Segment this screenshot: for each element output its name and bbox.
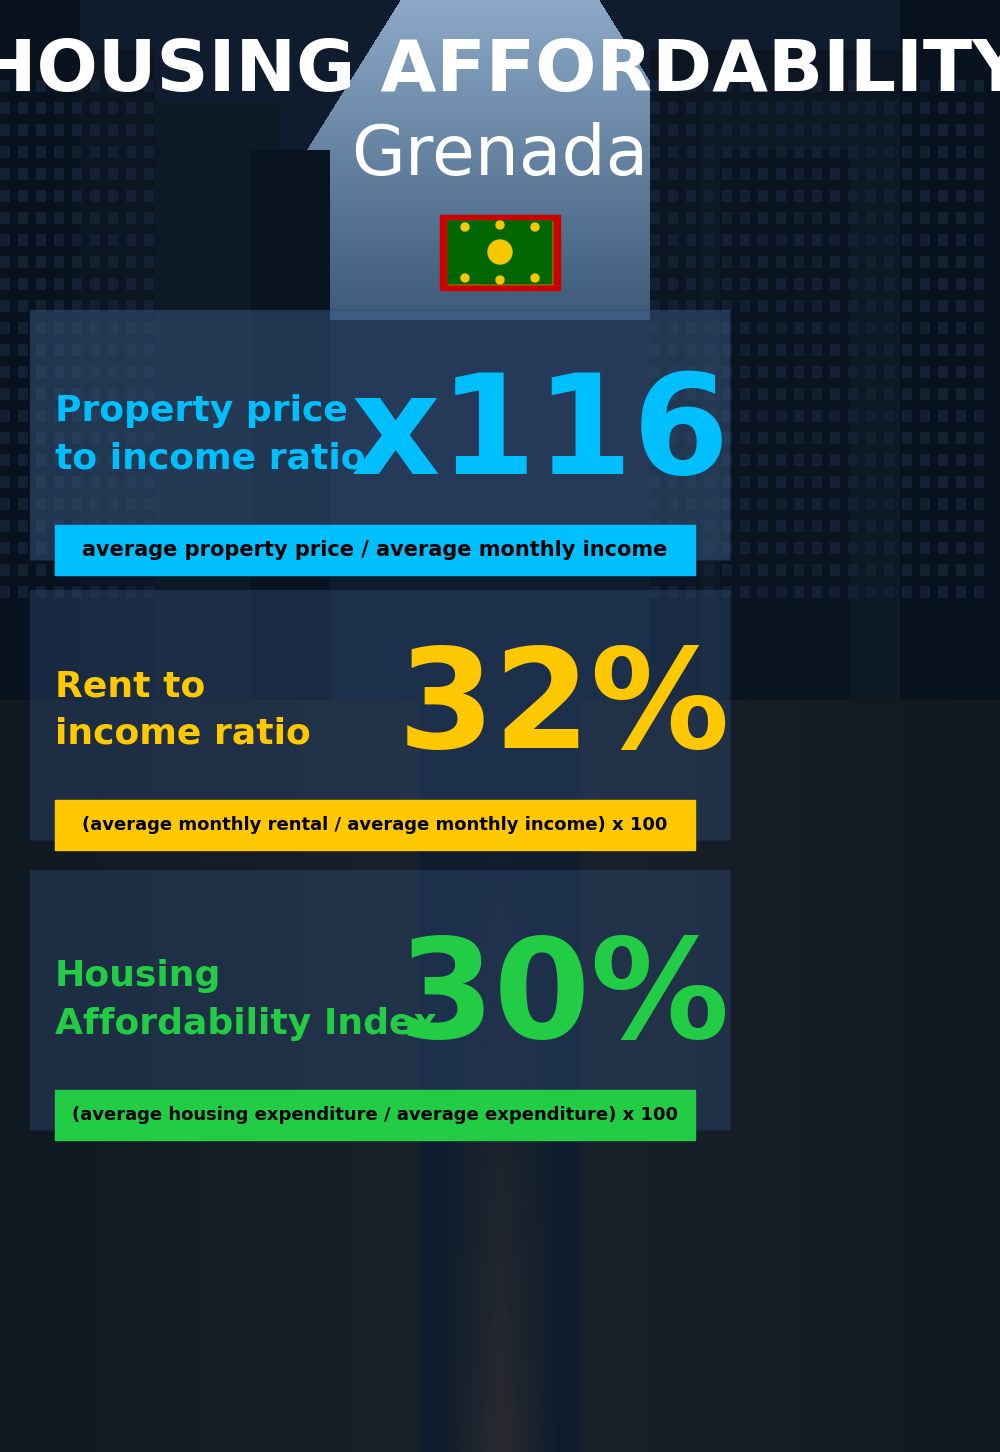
- Circle shape: [496, 221, 504, 229]
- Polygon shape: [448, 221, 552, 253]
- Bar: [30, 309, 730, 560]
- Circle shape: [461, 224, 469, 231]
- Polygon shape: [448, 221, 500, 285]
- Bar: [30, 870, 730, 1130]
- Bar: [30, 590, 730, 841]
- Text: HOUSING AFFORDABILITY: HOUSING AFFORDABILITY: [0, 38, 1000, 106]
- Text: x116: x116: [351, 367, 730, 502]
- Bar: [55, 526, 695, 575]
- Text: Rent to
income ratio: Rent to income ratio: [55, 669, 311, 751]
- Text: (average monthly rental / average monthly income) x 100: (average monthly rental / average monthl…: [82, 816, 668, 833]
- Circle shape: [531, 274, 539, 282]
- Text: 30%: 30%: [398, 932, 730, 1067]
- Bar: [55, 800, 695, 849]
- Polygon shape: [500, 221, 552, 285]
- Text: average property price / average monthly income: average property price / average monthly…: [82, 540, 668, 560]
- Text: Housing
Affordability Index: Housing Affordability Index: [55, 960, 437, 1041]
- Bar: [440, 215, 560, 290]
- Circle shape: [488, 240, 512, 264]
- Circle shape: [531, 224, 539, 231]
- Circle shape: [461, 274, 469, 282]
- Circle shape: [496, 276, 504, 285]
- Text: 32%: 32%: [398, 642, 730, 777]
- Polygon shape: [448, 253, 552, 285]
- Bar: [55, 1090, 695, 1140]
- Bar: [448, 221, 552, 285]
- Text: Grenada: Grenada: [351, 122, 649, 189]
- Text: Property price
to income ratio: Property price to income ratio: [55, 395, 366, 476]
- Text: (average housing expenditure / average expenditure) x 100: (average housing expenditure / average e…: [72, 1106, 678, 1124]
